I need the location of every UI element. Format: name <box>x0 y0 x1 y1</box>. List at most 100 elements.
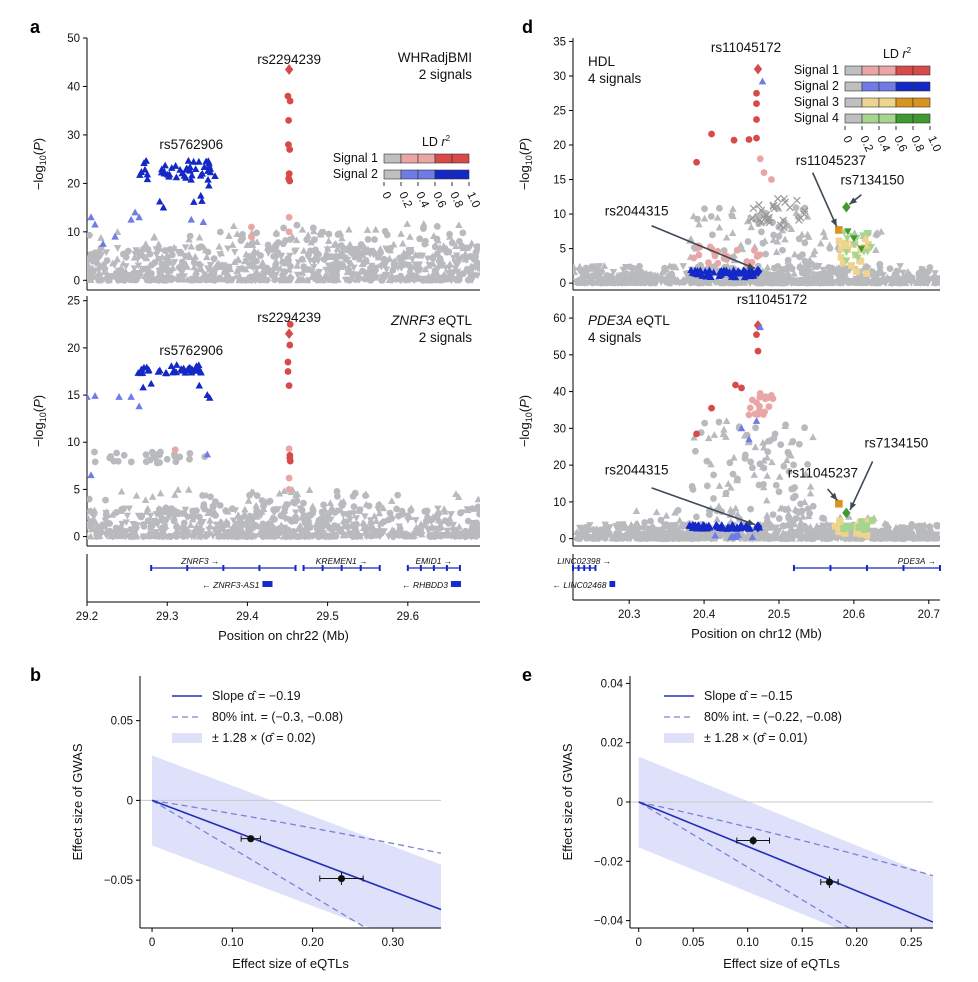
y-tick-label: 50 <box>553 350 566 362</box>
snp-point <box>205 393 214 401</box>
snp-point <box>293 490 302 497</box>
snp-point <box>809 502 817 510</box>
snp-point <box>333 523 342 531</box>
snp-point <box>318 514 325 522</box>
plot-area <box>140 755 441 928</box>
snp-point <box>96 527 104 535</box>
snp-point <box>92 519 100 527</box>
snp-point <box>335 230 343 238</box>
snp-point <box>388 526 397 534</box>
snp-point <box>834 270 842 278</box>
snp-point <box>198 197 206 204</box>
snp-point <box>770 231 778 239</box>
snp-point <box>826 275 834 283</box>
snp-point <box>594 534 602 541</box>
ld-legend-swatch <box>912 113 931 124</box>
snp-point <box>847 523 855 530</box>
snp-point <box>768 176 775 183</box>
snp-point <box>139 533 148 541</box>
lead-snp-marker <box>753 521 763 533</box>
snp-point <box>350 271 358 278</box>
snp-point <box>764 520 772 528</box>
ld-legend-swatch <box>895 113 914 124</box>
snp-point <box>337 242 345 249</box>
snp-point <box>206 516 214 524</box>
y-tick-label: 50 <box>67 33 80 45</box>
snp-point <box>424 518 432 526</box>
snp-point <box>309 507 317 515</box>
snp-point <box>342 531 350 539</box>
snp-point <box>259 276 268 284</box>
snp-point <box>820 269 828 277</box>
snp-point <box>253 229 261 237</box>
snp-point <box>412 517 420 524</box>
snp-point <box>888 534 896 542</box>
snp-point <box>196 367 205 375</box>
snp-point <box>756 323 764 331</box>
snp-point <box>87 512 91 520</box>
snp-point <box>156 197 164 205</box>
snp-point <box>600 262 609 269</box>
ld-legend-tick-label: 0.8 <box>908 134 926 154</box>
lead-snp-label: rs11045172 <box>711 40 781 55</box>
ld-legend-swatch <box>912 81 931 92</box>
snp-point <box>403 512 411 520</box>
snp-point <box>168 267 176 275</box>
snp-point <box>108 511 117 518</box>
snp-point <box>753 134 760 142</box>
lead-snp-label: rs2044315 <box>605 463 669 478</box>
snp-point <box>644 530 651 538</box>
snp-point <box>809 433 817 441</box>
snp-point <box>857 530 865 538</box>
snp-point <box>422 237 429 245</box>
y-tick-label: 30 <box>553 71 566 83</box>
snp-point <box>398 258 407 266</box>
snp-point <box>445 248 453 256</box>
snp-point <box>388 497 396 504</box>
snp-point <box>113 228 122 235</box>
snp-point <box>893 269 902 277</box>
snp-point <box>339 511 347 519</box>
snp-point <box>347 259 355 267</box>
snp-point <box>87 495 93 503</box>
snp-point <box>632 507 641 515</box>
snp-point <box>722 433 730 440</box>
ld-legend-swatch <box>861 65 880 76</box>
snp-point <box>352 515 361 523</box>
snp-point <box>614 276 622 283</box>
gene-label: KREMEN1 → <box>316 556 368 566</box>
annotation-arrowhead <box>830 492 838 501</box>
snp-point <box>167 362 176 370</box>
snp-point <box>123 528 131 535</box>
confidence-band <box>638 756 933 928</box>
y-tick-label: 20 <box>67 178 80 190</box>
snp-point <box>778 226 787 234</box>
snp-point <box>906 531 915 539</box>
panel-title: WHRadjBMI <box>398 50 472 65</box>
x-tick-label: 0.20 <box>846 937 868 949</box>
snp-point <box>641 519 649 526</box>
gene-exon <box>222 565 225 571</box>
snp-point <box>899 269 907 277</box>
snp-point <box>740 273 749 281</box>
snp-point <box>163 251 172 259</box>
snp-point <box>142 156 150 164</box>
snp-point <box>921 279 930 287</box>
snp-point <box>810 272 819 280</box>
snp-point <box>698 524 707 532</box>
snp-point <box>285 228 293 236</box>
snp-point <box>303 236 311 244</box>
snp-point <box>144 517 152 525</box>
snp-point <box>113 245 122 252</box>
snp-point <box>199 492 207 499</box>
snp-point <box>787 225 796 232</box>
snp-point <box>315 268 324 276</box>
snp-point <box>285 382 293 390</box>
annotation-arrow <box>651 487 756 526</box>
snp-point <box>292 509 300 517</box>
snp-point <box>326 532 334 540</box>
gene-exon <box>302 565 305 571</box>
ld-legend-tick-label: 0 <box>840 134 854 145</box>
snp-point <box>143 175 152 183</box>
snp-point <box>743 523 751 531</box>
